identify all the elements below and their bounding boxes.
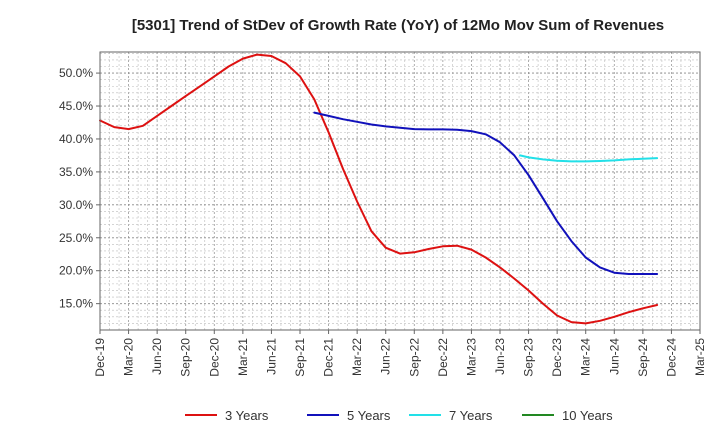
x-tick-label: Jun-24 bbox=[607, 338, 621, 375]
x-tick-label: Dec-24 bbox=[664, 338, 678, 377]
chart-title: [5301] Trend of StDev of Growth Rate (Yo… bbox=[132, 17, 664, 34]
x-tick-label: Dec-21 bbox=[322, 338, 336, 377]
legend-label: 5 Years bbox=[347, 408, 391, 423]
x-tick-label: Mar-21 bbox=[236, 338, 250, 376]
x-tick-label: Sep-22 bbox=[407, 338, 421, 377]
x-tick-label: Dec-22 bbox=[436, 338, 450, 377]
x-tick-label: Mar-25 bbox=[693, 338, 707, 376]
x-tick-label: Sep-23 bbox=[522, 338, 536, 377]
legend-label: 7 Years bbox=[449, 408, 493, 423]
x-tick-label: Mar-23 bbox=[464, 338, 478, 376]
legend-label: 3 Years bbox=[225, 408, 269, 423]
y-tick-label: 30.0% bbox=[59, 198, 93, 212]
x-tick-label: Jun-21 bbox=[264, 338, 278, 375]
x-tick-label: Sep-21 bbox=[293, 338, 307, 377]
x-tick-label: Sep-20 bbox=[179, 338, 193, 377]
y-tick-label: 20.0% bbox=[59, 264, 93, 278]
y-tick-label: 40.0% bbox=[59, 132, 93, 146]
x-tick-label: Dec-23 bbox=[550, 338, 564, 377]
legend-label: 10 Years bbox=[562, 408, 613, 423]
plot-frame bbox=[99, 51, 701, 331]
x-tick-label: Dec-19 bbox=[93, 338, 107, 377]
y-tick-label: 50.0% bbox=[59, 66, 93, 80]
grid bbox=[99, 52, 701, 331]
series-line-3-years bbox=[99, 53, 659, 325]
x-tick-label: Mar-24 bbox=[579, 338, 593, 376]
x-tick-label: Jun-23 bbox=[493, 338, 507, 375]
x-tick-label: Jun-22 bbox=[379, 338, 393, 375]
axes: 15.0% 20.0% 25.0% 30.0% 35.0% 40.0% 45.0% 50.0%… bbox=[59, 51, 707, 377]
series-line-5-years bbox=[313, 111, 659, 275]
legend: 3 Years 5 Years 7 Years 10 Years bbox=[185, 408, 613, 423]
y-tick-label: 15.0% bbox=[59, 297, 93, 311]
series-layer bbox=[99, 53, 659, 325]
x-tick-label: Dec-20 bbox=[207, 338, 221, 377]
x-tick-label: Mar-22 bbox=[350, 338, 364, 376]
series-line-7-years bbox=[519, 154, 659, 163]
x-tick-label: Sep-24 bbox=[636, 338, 650, 377]
x-tick-label: Jun-20 bbox=[150, 338, 164, 375]
x-tick-label: Mar-20 bbox=[122, 338, 136, 376]
y-tick-label: 35.0% bbox=[59, 165, 93, 179]
y-tick-label: 25.0% bbox=[59, 231, 93, 245]
y-tick-label: 45.0% bbox=[59, 99, 93, 113]
